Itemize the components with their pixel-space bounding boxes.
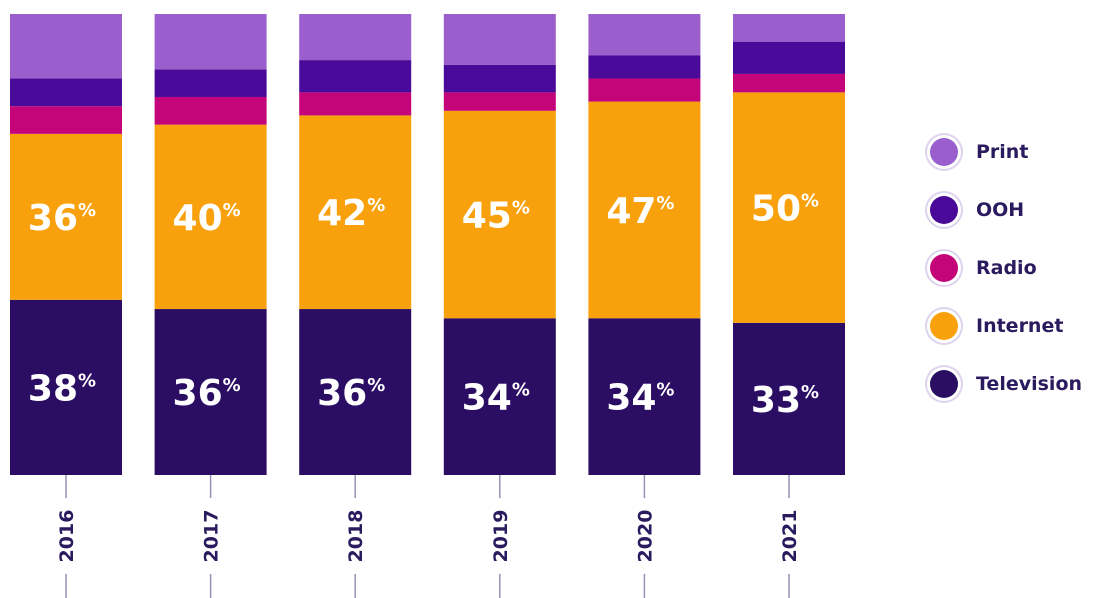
- bar-segment-ooh-2021: [733, 41, 845, 74]
- stacked-bar-chart: 38%36%201636%40%201736%42%201834%45%2019…: [10, 14, 845, 598]
- legend-label-ooh: OOH: [976, 199, 1025, 221]
- bar-segment-print-2019: [443, 14, 556, 65]
- legend-swatch-internet: [930, 312, 958, 340]
- x-tick-label-2017: 2017: [201, 510, 223, 563]
- bar-segment-television-2020: [588, 318, 701, 475]
- bar-segment-ooh-2016: [10, 78, 122, 107]
- bar-segment-radio-2020: [588, 78, 701, 102]
- bar-segment-internet-2016: [10, 133, 122, 300]
- bar-segment-radio-2016: [10, 106, 122, 134]
- legend-swatch-ooh: [930, 196, 958, 224]
- bar-segment-radio-2018: [299, 92, 412, 116]
- bar-segment-radio-2019: [443, 92, 556, 111]
- legend-label-television: Television: [976, 373, 1083, 395]
- bar-segment-television-2019: [443, 318, 556, 475]
- x-tick-label-2020: 2020: [634, 510, 656, 563]
- x-tick-label-2016: 2016: [56, 510, 78, 563]
- legend-item-internet: Internet: [930, 304, 1063, 348]
- bar-segment-television-2018: [299, 309, 412, 475]
- legend-item-print: Print: [930, 130, 1028, 174]
- legend-swatch-television: [930, 370, 958, 398]
- legend-label-internet: Internet: [976, 315, 1064, 337]
- bar-segment-television-2021: [733, 322, 845, 475]
- bar-segment-ooh-2020: [588, 55, 701, 79]
- bar-segment-internet-2021: [733, 92, 845, 323]
- legend-item-ooh: OOH: [930, 188, 1024, 232]
- bar-segment-ooh-2018: [299, 60, 412, 93]
- data-label-television-2018: 36%: [317, 373, 385, 414]
- bar-segment-ooh-2019: [443, 64, 556, 93]
- bar-segment-radio-2017: [154, 96, 267, 125]
- legend-label-radio: Radio: [976, 257, 1037, 279]
- bar-segment-television-2016: [10, 299, 122, 475]
- bar-segment-internet-2018: [299, 115, 412, 310]
- data-label-television-2021: 33%: [751, 380, 819, 421]
- bar-segment-ooh-2017: [154, 69, 267, 97]
- x-tick-label-2019: 2019: [490, 510, 512, 563]
- bar-segment-print-2020: [588, 14, 701, 56]
- legend-swatch-print: [930, 138, 958, 166]
- x-tick-label-2018: 2018: [345, 510, 367, 563]
- bar-segment-internet-2017: [154, 124, 267, 310]
- x-tick-label-2021: 2021: [779, 510, 801, 563]
- bar-segment-internet-2020: [588, 101, 701, 319]
- bar-segment-radio-2021: [733, 73, 845, 93]
- bar-segment-print-2018: [299, 14, 412, 61]
- legend-swatch-radio: [930, 254, 958, 282]
- bar-segment-internet-2019: [443, 110, 556, 319]
- bar-segment-television-2017: [154, 309, 267, 475]
- legend-label-print: Print: [976, 141, 1029, 163]
- legend-item-television: Television: [930, 362, 1082, 406]
- bar-segment-print-2017: [154, 14, 267, 70]
- bar-segment-print-2021: [733, 14, 845, 42]
- legend-item-radio: Radio: [930, 246, 1037, 290]
- bar-segment-print-2016: [10, 14, 122, 79]
